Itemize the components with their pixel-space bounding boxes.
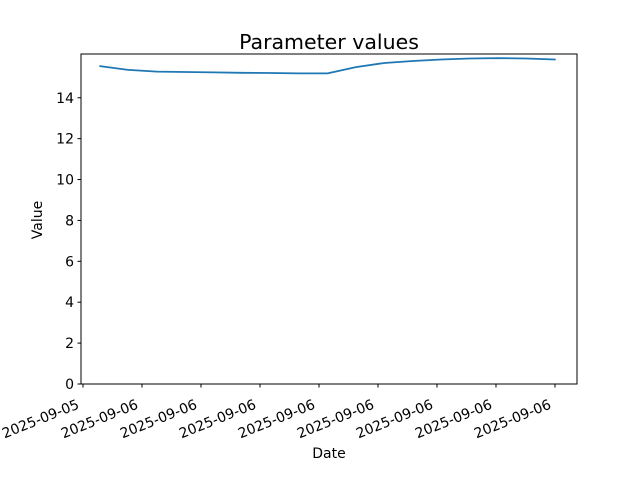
y-tick-label: 6 [65,254,74,270]
y-tick-label: 8 [65,213,74,229]
y-tick-label: 12 [56,132,74,148]
y-tick-label: 14 [56,91,74,107]
y-axis-ticks: 0 2 4 6 8 10 12 14 [56,91,81,393]
x-axis-label: Date [312,446,345,462]
y-tick-label: 0 [65,377,74,393]
y-tick-label: 10 [56,173,74,189]
y-tick-label: 2 [65,336,74,352]
y-tick-label: 4 [65,295,74,311]
x-axis-ticks: 2025-09-052025-09-062025-09-062025-09-06… [0,384,556,442]
chart-title: Parameter values [239,30,419,54]
axes-box [80,53,578,385]
y-axis-label: Value [30,201,46,239]
data-series-line [99,57,556,75]
